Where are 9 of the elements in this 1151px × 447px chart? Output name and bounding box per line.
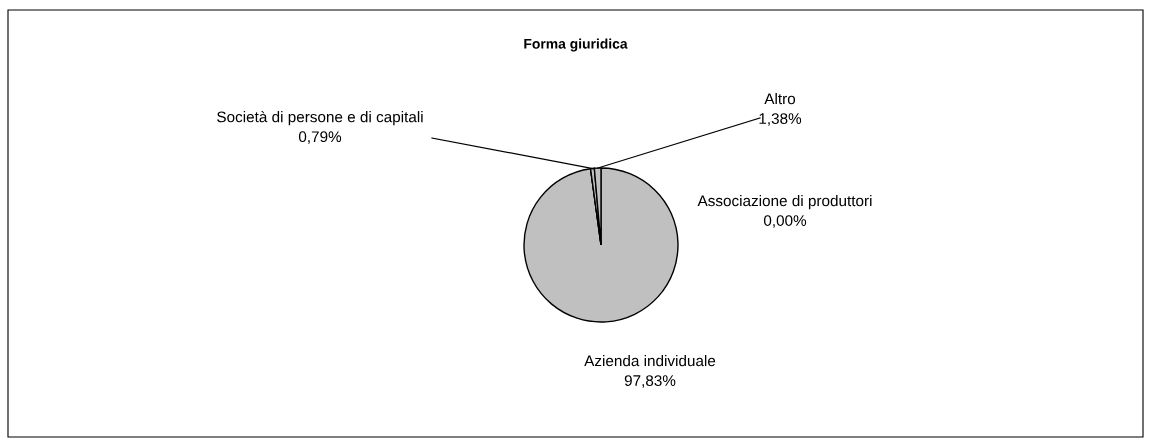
data-label: 97,83% (624, 375, 676, 388)
slice-label: Società di persone e di capitali (217, 110, 423, 126)
text: 0,00% (763, 215, 807, 228)
category-label: Associazione di produttori (697, 194, 872, 210)
chart-title: Forma giuridica (524, 38, 628, 52)
slice-label: Azienda individuale (584, 354, 716, 367)
data-label: 1,38% (759, 113, 802, 126)
data-label: 0,79% (298, 131, 342, 144)
slice-label: Altro (764, 92, 796, 105)
